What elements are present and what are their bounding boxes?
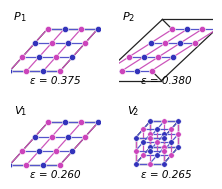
Text: 1: 1 xyxy=(20,14,26,23)
Text: ε = 0.375: ε = 0.375 xyxy=(30,76,81,86)
Text: V: V xyxy=(127,106,135,116)
Text: ε = 0.265: ε = 0.265 xyxy=(141,170,192,180)
Text: ε = 0.260: ε = 0.260 xyxy=(30,170,81,180)
Text: P: P xyxy=(14,12,21,22)
Text: 2: 2 xyxy=(133,108,138,117)
Text: V: V xyxy=(14,106,22,116)
Text: 1: 1 xyxy=(20,108,26,117)
Text: 2: 2 xyxy=(129,14,134,23)
Text: P: P xyxy=(122,12,129,22)
Text: ε = 0.380: ε = 0.380 xyxy=(141,76,192,86)
